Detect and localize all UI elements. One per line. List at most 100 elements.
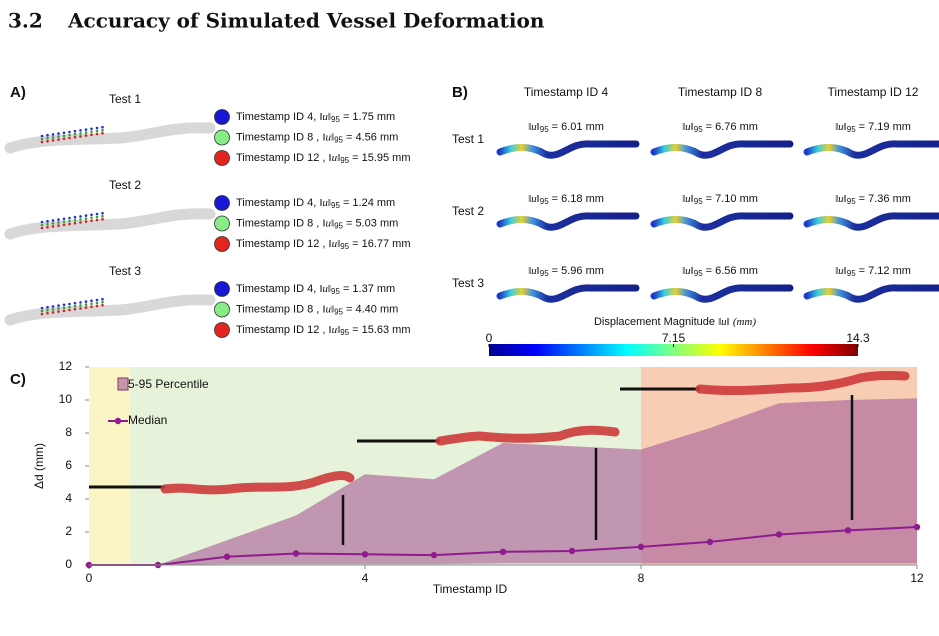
cell-value: ‖u‖95 = 7.19 mm xyxy=(835,121,911,135)
norm-subscript: 95 xyxy=(340,156,349,165)
norm-subscript: 95 xyxy=(847,269,856,278)
marker-dot xyxy=(68,222,71,226)
x-axis-label: Timestamp ID xyxy=(433,582,508,596)
entry-label: Timestamp ID 8 , xyxy=(236,217,319,229)
marker-dot xyxy=(101,300,104,304)
marker-dot xyxy=(46,219,49,223)
legend-entry: Timestamp ID 4, ‖u‖95 = 1.75 mm xyxy=(236,111,395,125)
median-point xyxy=(361,551,369,558)
section-number: 3.2 xyxy=(8,9,43,33)
cell-text: = 7.19 mm xyxy=(859,121,911,133)
vessel xyxy=(650,140,794,159)
marker-dot xyxy=(46,311,49,315)
cell-value: ‖u‖95 = 6.56 mm xyxy=(682,265,758,279)
legend-swatch xyxy=(214,109,230,125)
marker-dot xyxy=(90,133,93,137)
marker-dot xyxy=(95,129,99,133)
norm-subscript: 95 xyxy=(694,197,703,206)
marker-dot xyxy=(90,299,93,303)
y-tick-label: 10 xyxy=(59,392,73,406)
marker-dot xyxy=(101,211,104,215)
colorbar-tick-label: 14.3 xyxy=(846,331,870,345)
colorbar-tick-label: 0 xyxy=(486,331,493,345)
x-tick-label: 4 xyxy=(362,571,369,585)
marker-dot xyxy=(57,310,60,313)
norm-subscript: 95 xyxy=(334,136,343,145)
norm: ‖u‖ xyxy=(322,303,334,315)
marker-dot xyxy=(51,311,55,314)
y-tick-label: 8 xyxy=(65,425,72,439)
y-tick-label: 12 xyxy=(59,359,73,373)
colorbar xyxy=(489,344,858,356)
median-point xyxy=(844,527,852,534)
legend-label: Median xyxy=(128,413,167,427)
norm: ‖u‖ xyxy=(682,193,694,205)
legend-entry: Timestamp ID 8 , ‖u‖95 = 4.40 mm xyxy=(236,303,398,317)
median-point xyxy=(775,531,783,538)
cell-value: ‖u‖95 = 6.18 mm xyxy=(528,193,604,207)
legend-swatch xyxy=(114,417,122,425)
cell-text: = 7.36 mm xyxy=(859,193,911,205)
marker-dot xyxy=(51,222,55,225)
cell-text: = 7.10 mm xyxy=(706,193,758,205)
norm: ‖u‖ xyxy=(329,238,341,250)
marker-dot xyxy=(68,216,71,220)
column-header: Timestamp ID 4 xyxy=(524,85,609,99)
median-point xyxy=(568,547,576,555)
entry-value: = 15.63 mm xyxy=(352,324,410,336)
entry-value: = 1.75 mm xyxy=(343,111,395,123)
norm: ‖u‖ xyxy=(329,152,341,164)
marker-dot xyxy=(79,307,82,310)
marker-dot xyxy=(79,218,82,221)
marker-dot xyxy=(40,134,44,138)
legend-entry: Timestamp ID 12 , ‖u‖95 = 15.95 mm xyxy=(236,152,411,166)
marker-dot xyxy=(40,140,44,144)
marker-dot xyxy=(73,132,77,136)
legend-entry: Timestamp ID 12 , ‖u‖95 = 16.77 mm xyxy=(236,238,411,252)
marker-dot xyxy=(79,132,82,135)
vessel xyxy=(803,140,939,159)
marker-dot xyxy=(46,305,49,309)
vessel xyxy=(4,208,216,240)
cell-value: ‖u‖95 = 6.01 mm xyxy=(528,121,604,135)
vessel xyxy=(4,294,216,326)
marker-dot xyxy=(62,220,66,224)
marker-dot xyxy=(84,128,88,131)
marker-dot xyxy=(79,304,82,307)
median-point xyxy=(637,543,645,551)
row-label: Test 2 xyxy=(452,204,484,218)
entry-value: = 4.56 mm xyxy=(346,131,398,143)
norm: ‖u‖ xyxy=(322,131,334,143)
marker-dot xyxy=(62,217,66,221)
entry-label: Timestamp ID 12 , xyxy=(236,324,325,336)
marker-dot xyxy=(51,305,55,308)
marker-dot xyxy=(57,221,60,224)
marker-dot xyxy=(46,139,49,143)
marker-dot xyxy=(40,226,44,230)
norm-subscript: 95 xyxy=(334,222,343,231)
legend-entry: Timestamp ID 8 , ‖u‖95 = 5.03 mm xyxy=(236,217,398,231)
marker-dot xyxy=(95,212,99,216)
x-tick-label: 12 xyxy=(910,571,924,585)
norm-subscript: 95 xyxy=(334,308,343,317)
norm-subscript: 95 xyxy=(340,328,349,337)
norm-subscript: 95 xyxy=(847,125,856,134)
marker-dot xyxy=(79,215,82,218)
marker-dot xyxy=(90,213,93,217)
marker-dot xyxy=(84,134,88,137)
marker-dot xyxy=(40,223,44,227)
norm-subscript: 95 xyxy=(331,115,340,124)
cell-text: = 6.18 mm xyxy=(552,193,604,205)
cell-text: = 6.56 mm xyxy=(706,265,758,277)
marker-dot xyxy=(73,129,77,133)
norm-subscript: 95 xyxy=(847,197,856,206)
marker-dot xyxy=(84,214,88,217)
marker-dot xyxy=(62,309,66,313)
marker-dot xyxy=(101,131,104,135)
marker-dot xyxy=(73,135,77,139)
norm: ‖u‖ xyxy=(682,121,694,133)
vessel-overlay xyxy=(435,425,620,446)
entry-label: Timestamp ID 12 , xyxy=(236,238,325,250)
marker-dot xyxy=(68,219,71,223)
marker-dot xyxy=(95,298,99,302)
